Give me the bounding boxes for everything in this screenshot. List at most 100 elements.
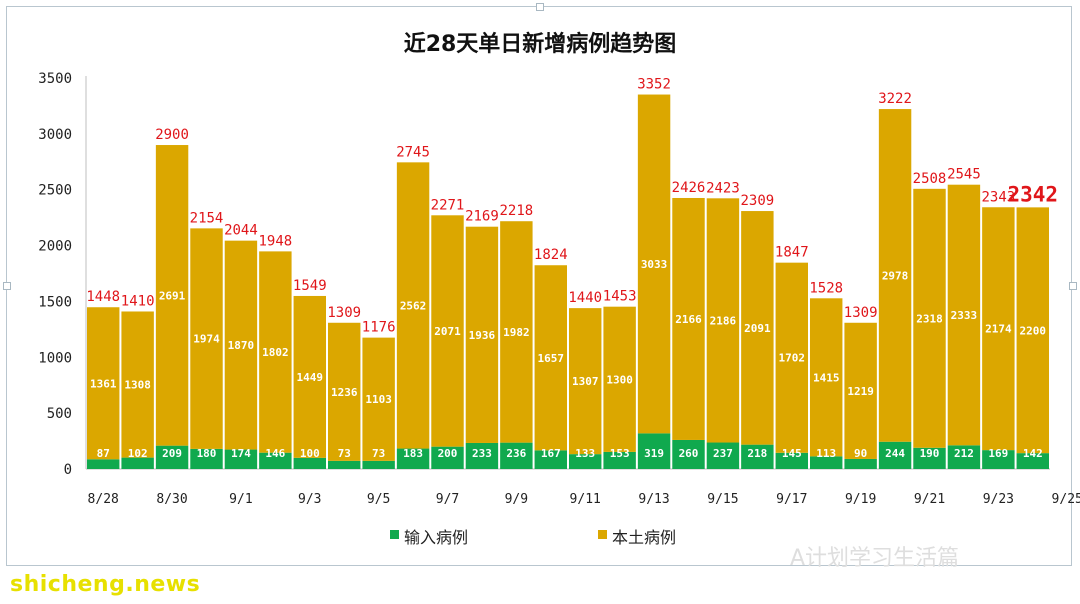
bar-local <box>706 198 740 443</box>
data-label-local: 2186 <box>710 314 737 327</box>
y-tick-label: 2000 <box>38 239 72 255</box>
bar-local <box>87 307 120 460</box>
bar-local <box>121 311 154 458</box>
data-label-local: 2071 <box>434 325 461 338</box>
bar-imported <box>603 451 636 469</box>
bar-local <box>810 298 843 457</box>
data-label-local: 1702 <box>779 352 806 365</box>
x-tick-label: 9/25 <box>1052 492 1080 507</box>
data-label-imported: 319 <box>644 447 664 460</box>
bar-local <box>878 109 912 442</box>
x-tick-label: 8/28 <box>88 492 119 507</box>
legend-label: 输入病例 <box>404 528 468 547</box>
bar-imported <box>982 450 1015 469</box>
bar-local <box>259 251 292 453</box>
legend-swatch <box>390 530 399 539</box>
data-label-imported: 260 <box>679 447 699 460</box>
data-label-local: 1236 <box>331 386 358 399</box>
bar-local <box>224 240 258 450</box>
bar-imported <box>672 439 705 469</box>
y-tick-label: 2500 <box>38 183 72 199</box>
data-label-imported: 145 <box>782 447 802 460</box>
data-label-total: 2423 <box>706 180 740 196</box>
bar-imported <box>637 433 671 469</box>
y-tick-label: 0 <box>64 462 72 478</box>
data-label-total: 2745 <box>396 144 430 160</box>
bar-imported <box>706 442 740 469</box>
data-label-local: 2562 <box>400 299 427 312</box>
data-label-local: 2200 <box>1020 324 1047 337</box>
bar-local <box>982 207 1015 451</box>
data-label-local: 1219 <box>847 385 874 398</box>
data-label-imported: 180 <box>197 447 217 460</box>
data-label-total: 1309 <box>844 305 878 321</box>
data-label-total: 3222 <box>878 91 912 107</box>
resize-handle-left[interactable] <box>3 282 11 290</box>
data-label-total: 1453 <box>603 289 637 305</box>
bar-imported <box>121 457 154 469</box>
y-tick-label: 500 <box>47 406 72 422</box>
bar-local <box>431 215 464 447</box>
data-label-total: 2545 <box>947 167 981 183</box>
data-label-total: 1410 <box>121 293 155 309</box>
data-label-local: 1657 <box>538 352 565 365</box>
bar-imported <box>500 442 533 469</box>
data-label-total: 2044 <box>224 223 258 239</box>
data-label-local: 2333 <box>951 309 978 322</box>
data-label-imported: 209 <box>162 447 182 460</box>
bar-local <box>569 308 602 455</box>
data-label-total: 2343 <box>981 189 1015 205</box>
x-tick-label: 9/15 <box>707 492 738 507</box>
data-label-imported: 90 <box>854 447 867 460</box>
legend-swatch <box>598 530 607 539</box>
data-label-local: 1415 <box>813 371 840 384</box>
y-tick-label: 1500 <box>38 294 72 310</box>
data-label-total: 1528 <box>809 280 843 296</box>
data-label-local: 1936 <box>469 329 496 342</box>
x-tick-label: 9/9 <box>505 492 528 507</box>
data-label-local: 1361 <box>90 377 117 390</box>
bar-local <box>362 337 395 461</box>
bar-imported <box>844 458 877 469</box>
resize-handle-top[interactable] <box>536 3 544 11</box>
data-label-imported: 142 <box>1023 447 1043 460</box>
data-label-imported: 212 <box>954 447 974 460</box>
x-tick-label: 9/13 <box>638 492 669 507</box>
bar-local <box>534 265 567 451</box>
bar-local <box>947 184 981 446</box>
bar-local <box>741 211 774 445</box>
data-label-total: 3352 <box>637 77 671 93</box>
bar-imported <box>362 460 395 469</box>
data-label-local: 1300 <box>606 373 633 386</box>
bar-local <box>913 188 946 448</box>
resize-handle-right[interactable] <box>1069 282 1077 290</box>
data-label-total: 2426 <box>672 180 706 196</box>
bar-local <box>155 145 189 446</box>
data-label-local: 1449 <box>297 371 324 384</box>
data-label-imported: 236 <box>506 447 526 460</box>
data-label-total: 1440 <box>568 290 602 306</box>
data-label-local: 2318 <box>916 312 943 325</box>
bar-imported <box>87 459 120 469</box>
data-label-local: 1802 <box>262 346 289 359</box>
data-label-imported: 244 <box>885 447 905 460</box>
bar-local <box>637 94 671 434</box>
bar-local <box>465 226 499 443</box>
bar-imported <box>293 457 326 469</box>
data-label-imported: 183 <box>403 447 423 460</box>
bar-local <box>500 221 533 443</box>
data-label-imported: 237 <box>713 447 733 460</box>
bar-imported <box>569 454 602 469</box>
bar-imported <box>775 452 808 469</box>
data-label-total: 1847 <box>775 245 809 261</box>
data-label-imported: 102 <box>128 447 148 460</box>
data-label-imported: 169 <box>988 447 1008 460</box>
data-label-local: 1870 <box>228 339 255 352</box>
bar-imported <box>328 460 361 469</box>
data-label-imported: 153 <box>610 447 630 460</box>
x-tick-label: 9/3 <box>298 492 321 507</box>
data-label-imported: 100 <box>300 447 320 460</box>
data-label-imported: 190 <box>920 447 940 460</box>
data-label-imported: 73 <box>338 447 351 460</box>
bar-imported <box>878 441 912 469</box>
